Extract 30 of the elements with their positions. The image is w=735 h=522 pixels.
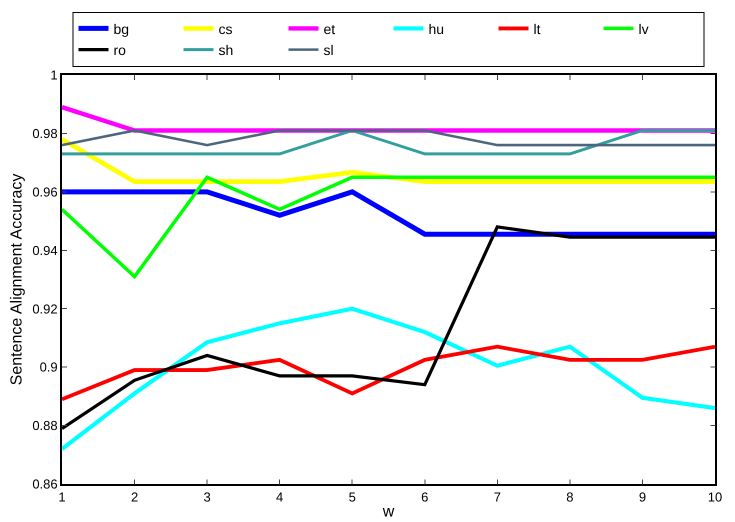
y-tick-label: 0.94 — [32, 242, 58, 258]
y-tick-label: 0.88 — [32, 418, 58, 434]
y-tick-label: 0.92 — [32, 301, 58, 316]
legend-label: bg — [114, 20, 130, 37]
y-tick-label: 0.86 — [32, 476, 58, 492]
legend-label: lv — [638, 20, 649, 37]
legend-label: lt — [534, 20, 541, 37]
x-tick-label: 8 — [566, 489, 574, 504]
y-tick-label: 1 — [50, 68, 58, 83]
y-tick-label: 0.9 — [40, 360, 58, 375]
x-tick-label: 7 — [494, 489, 501, 504]
legend-label: cs — [218, 20, 232, 37]
x-tick-label: 4 — [276, 489, 284, 504]
legend-label: hu — [428, 20, 444, 37]
legend-label: et — [324, 20, 336, 37]
x-tick-label: 10 — [708, 489, 722, 504]
x-tick-label: 6 — [421, 489, 428, 504]
x-axis-title: w — [382, 504, 395, 521]
legend-label: sl — [324, 42, 334, 58]
legend-label: sh — [218, 42, 234, 58]
line-series — [62, 344, 715, 402]
y-tick-label: 0.96 — [32, 184, 58, 200]
x-tick-label: 9 — [638, 489, 646, 504]
legend-label: ro — [114, 42, 126, 58]
x-tick-label: 2 — [130, 489, 138, 504]
x-tick-label: 3 — [203, 489, 211, 504]
y-axis-title: Sentence Alignment Accuracy — [8, 174, 26, 386]
x-tick-label: 5 — [348, 489, 356, 504]
line-series — [62, 306, 715, 451]
y-tick-label: 0.98 — [32, 126, 58, 141]
